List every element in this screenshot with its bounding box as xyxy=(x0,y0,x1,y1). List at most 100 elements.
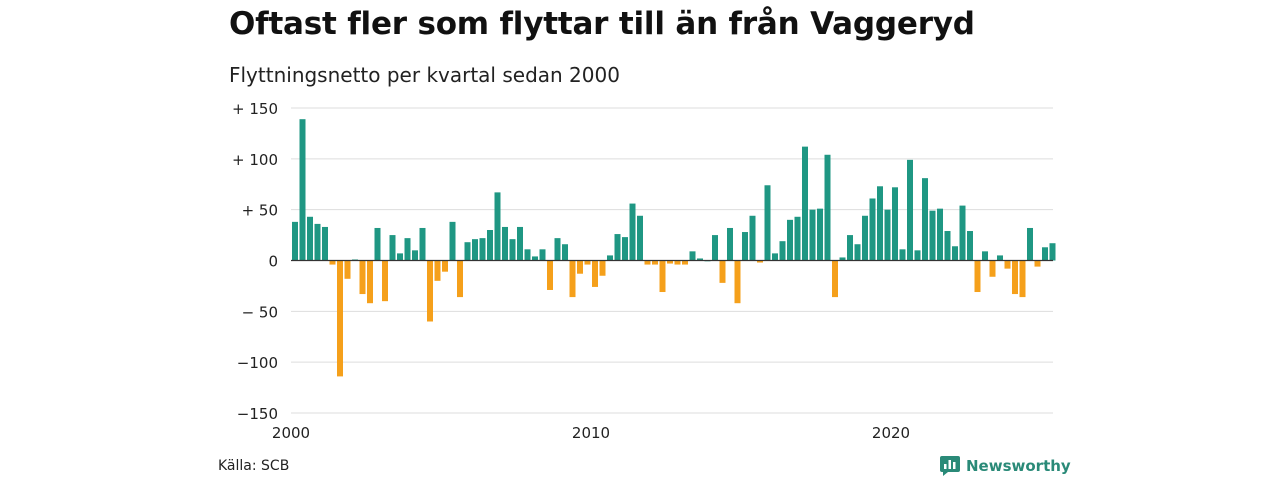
bar-positive xyxy=(937,208,943,261)
bar-negative xyxy=(344,260,351,279)
bar-positive xyxy=(907,159,913,261)
bar-positive xyxy=(824,154,831,261)
bar-positive xyxy=(854,244,861,261)
bar-positive xyxy=(1049,243,1056,261)
bar-negative xyxy=(599,260,606,276)
bar-negative xyxy=(1004,260,1011,269)
bar-negative xyxy=(734,260,741,304)
bar-positive xyxy=(914,250,921,261)
chart-title: Oftast fler som flyttar till än från Vag… xyxy=(229,6,975,42)
bar-positive xyxy=(502,226,508,261)
bar-positive xyxy=(997,255,1003,261)
bar-positive xyxy=(487,230,493,261)
bar-negative xyxy=(1019,260,1026,298)
bar-negative xyxy=(367,260,373,304)
bar-negative xyxy=(659,260,666,293)
x-tick-label: 2010 xyxy=(572,424,610,442)
bar-positive xyxy=(554,238,561,261)
bar-positive xyxy=(479,238,486,261)
bar-positive xyxy=(779,241,786,261)
bar-negative xyxy=(667,260,673,264)
bar-positive xyxy=(532,256,538,261)
y-tick-label: −150 xyxy=(237,405,278,423)
bar-positive xyxy=(772,253,778,261)
bar-positive xyxy=(562,244,568,261)
bar-positive xyxy=(884,209,891,261)
bar-negative xyxy=(359,260,366,295)
bar-negative xyxy=(547,260,553,290)
bar-positive xyxy=(959,205,966,261)
bar-positive xyxy=(637,215,643,261)
bar-positive xyxy=(742,232,748,261)
bar-negative xyxy=(329,260,336,265)
bar-positive xyxy=(472,239,478,261)
y-tick-label: + 50 xyxy=(242,202,278,220)
bar-positive xyxy=(539,249,546,261)
y-tick-label: − 50 xyxy=(242,303,278,321)
bar-positive xyxy=(862,215,868,261)
bar-negative xyxy=(592,260,598,287)
bar-positive xyxy=(509,239,516,261)
bar-negative xyxy=(719,260,726,283)
bar-positive xyxy=(899,249,906,261)
bar-positive xyxy=(802,146,808,261)
bar-positive xyxy=(307,216,313,261)
bar-positive xyxy=(982,251,988,261)
bar-positive xyxy=(1042,247,1048,261)
bar-negative xyxy=(427,260,433,322)
bar-positive xyxy=(389,235,396,261)
bar-positive xyxy=(374,227,381,261)
bar-positive xyxy=(727,227,733,261)
bar-positive xyxy=(449,221,456,261)
bar-positive xyxy=(944,231,951,261)
bar-negative xyxy=(577,260,583,274)
bar-positive xyxy=(419,227,426,261)
bar-positive xyxy=(397,253,403,261)
bar-positive xyxy=(614,234,621,261)
bar-negative xyxy=(584,260,591,265)
source-label: Källa: SCB xyxy=(218,458,290,474)
bar-positive xyxy=(494,192,501,261)
bar-positive xyxy=(299,119,306,261)
y-tick-label: 0 xyxy=(268,253,278,271)
bar-negative xyxy=(832,260,838,298)
bar-negative xyxy=(337,260,343,377)
bar-positive xyxy=(697,258,703,261)
bar-positive xyxy=(922,178,928,261)
bar-negative xyxy=(1034,260,1041,267)
chart-subtitle: Flyttningsnetto per kvartal sedan 2000 xyxy=(229,63,620,87)
bar-positive xyxy=(292,221,298,261)
y-tick-label: + 100 xyxy=(232,151,278,169)
y-tick-label: + 150 xyxy=(232,100,278,118)
bar-negative xyxy=(674,260,681,265)
bar-negative xyxy=(974,260,981,293)
newsworthy-brand: Newsworthy xyxy=(940,456,1071,476)
bar-negative xyxy=(1012,260,1018,295)
bar-positive xyxy=(607,255,613,261)
bar-positive xyxy=(787,219,793,261)
x-tick-label: 2000 xyxy=(272,424,310,442)
bar-negative xyxy=(434,260,441,281)
bar-negative xyxy=(644,260,651,265)
bar-positive xyxy=(412,250,418,261)
bar-positive xyxy=(322,226,328,261)
bar-positive xyxy=(464,242,471,261)
brand-name: Newsworthy xyxy=(966,457,1071,475)
bar-positive xyxy=(1027,227,1033,261)
bar-negative xyxy=(652,260,658,265)
bar-positive xyxy=(877,186,883,261)
bar-positive xyxy=(517,226,523,261)
bar-positive xyxy=(712,235,718,261)
bar-positive xyxy=(847,235,853,261)
bar-positive xyxy=(404,238,411,261)
bar-positive xyxy=(892,187,898,261)
bar-negative xyxy=(569,260,576,298)
bar-positive xyxy=(869,198,876,261)
bar-positive xyxy=(952,246,958,261)
bar-negative xyxy=(442,260,448,272)
bar-negative xyxy=(989,260,996,277)
bar-positive xyxy=(764,185,771,261)
bar-positive xyxy=(839,257,846,261)
bar-negative xyxy=(757,260,763,263)
